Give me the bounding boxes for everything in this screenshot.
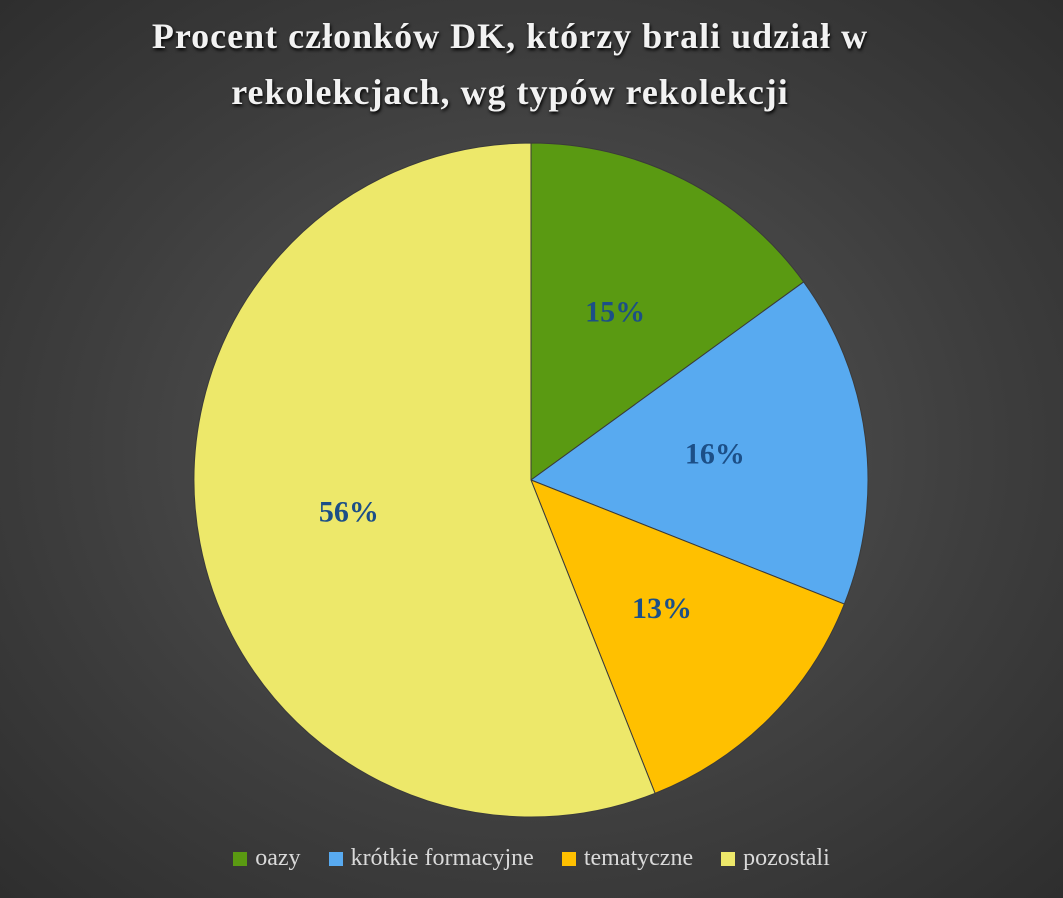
pie-slice	[530, 479, 845, 794]
legend-swatch	[561, 851, 576, 866]
pie-slice	[193, 142, 656, 818]
legend-item: tematyczne	[561, 845, 694, 872]
legend-swatch	[328, 851, 343, 866]
legend-label: tematyczne	[583, 845, 694, 871]
data-label: 13%	[632, 592, 692, 625]
pie-slice	[530, 142, 805, 481]
data-label: 15%	[585, 296, 645, 329]
legend-item: oazy	[233, 845, 301, 872]
pie-slice	[529, 281, 869, 605]
legend-swatch	[233, 851, 248, 866]
legend-item: krótkie formacyjne	[328, 845, 534, 872]
data-label: 56%	[319, 496, 379, 529]
legend-label: krótkie formacyjne	[350, 845, 534, 871]
data-label: 16%	[685, 438, 745, 471]
legend-swatch	[721, 851, 736, 866]
legend-label: oazy	[255, 845, 301, 871]
legend-item: pozostali	[721, 845, 830, 872]
chart-title: Procent członków DK, którzy brali udział…	[151, 16, 869, 112]
legend: oazy krótkie formacyjne tematyczne pozostal…	[0, 845, 1063, 872]
legend-label: pozostali	[743, 845, 830, 871]
